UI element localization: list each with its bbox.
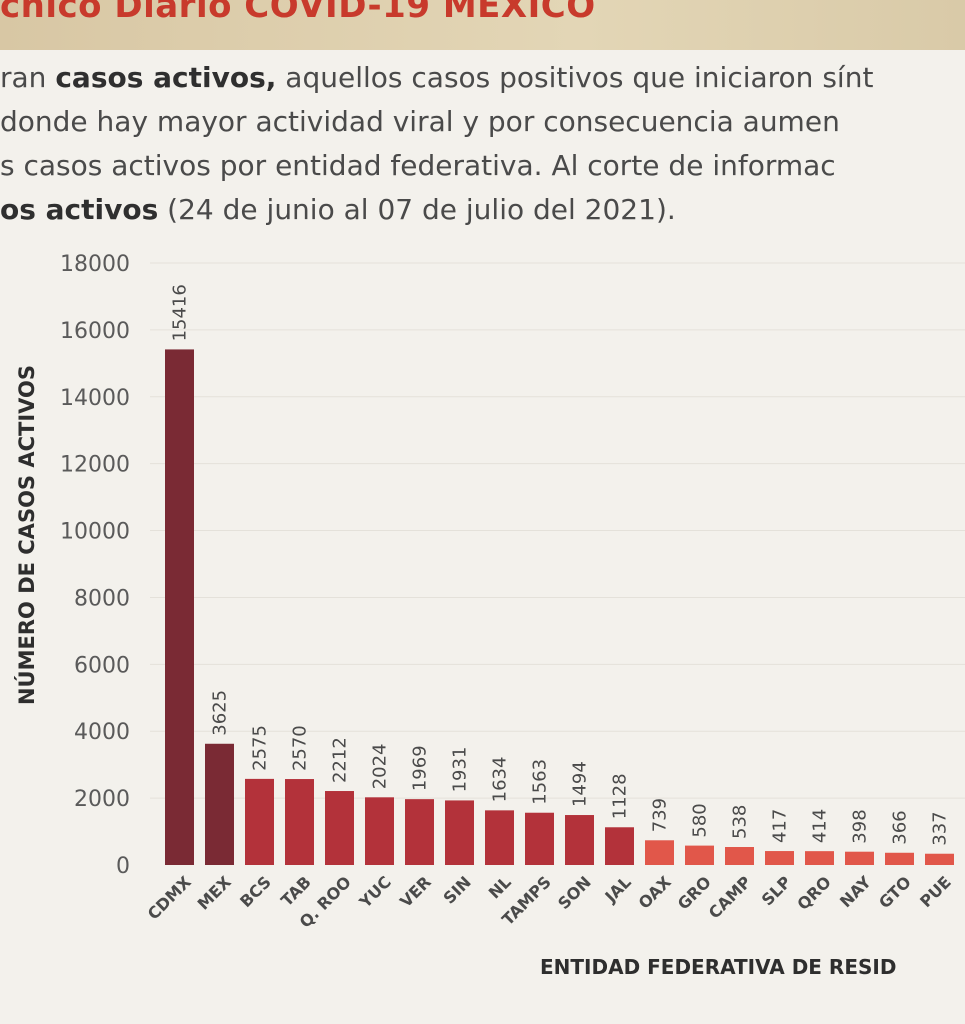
x-tick-label: BCS [236,872,275,911]
banner-title: cnico Diario COVID-19 MEXICO [0,0,596,26]
x-tick-label: VER [396,872,435,911]
bar-camp [725,847,754,865]
intro-line-1-pre: ran [0,61,56,94]
value-label: 1563 [530,759,551,805]
bar-ver [405,799,434,865]
x-tick-label: SON [554,872,595,913]
bar-slp [765,851,794,865]
bar-nl [485,810,514,865]
value-label: 2575 [250,725,271,771]
value-label: 2024 [370,743,391,789]
value-label: 1634 [490,757,511,803]
y-axis-label: NÚMERO DE CASOS ACTIVOS [14,365,39,705]
y-tick-label: 14000 [60,386,130,411]
intro-line-4-post: (24 de junio al 07 de julio del 2021). [158,193,676,226]
value-label: 580 [690,803,711,837]
x-axis-label: ENTIDAD FEDERATIVA DE RESID [540,955,896,979]
y-tick-label: 6000 [74,653,130,678]
x-tick-label: JAL [601,872,635,906]
x-tick-label: PUE [916,872,955,911]
x-tick-label: SLP [758,872,795,909]
value-label: 414 [810,809,831,843]
value-label: 1969 [410,745,431,791]
bar-qroo [325,791,354,865]
intro-line-2: donde hay mayor actividad viral y por co… [0,105,840,138]
y-tick-label: 12000 [60,453,130,478]
intro-line-4-bold: os activos [0,193,159,226]
value-label: 337 [930,811,951,845]
intro-line-1-bold: casos activos, [55,61,277,94]
x-tick-label: NAY [836,872,875,911]
bar-pue [925,853,954,865]
bar-cdmx [165,349,194,866]
y-tick-label: 2000 [74,787,130,812]
value-label: 15416 [170,284,191,341]
x-tick-label: YUC [355,872,395,912]
intro-line-4: os activos (24 de junio al 07 de julio d… [0,188,965,232]
intro-line-1: ran casos activos, aquellos casos positi… [0,56,965,100]
bar-tamps [525,812,554,865]
value-label: 1494 [570,761,591,807]
bars [165,349,954,866]
value-label: 739 [650,798,671,832]
y-tick-label: 16000 [60,319,130,344]
bar-nay [845,851,874,865]
bar-son [565,815,594,865]
value-label: 2570 [290,725,311,771]
x-tick-label: GTO [875,872,915,912]
intro-line-1-post: aquellos casos positivos que iniciaron s… [276,61,874,94]
x-tick-label: SIN [440,872,475,907]
bar-sin [445,800,474,865]
value-label: 2212 [330,737,351,783]
intro-text: ran casos activos, aquellos casos positi… [0,56,965,232]
gridlines [150,262,965,799]
intro-line-3: s casos activos por entidad federativa. … [0,149,836,182]
x-tick-label: NL [485,872,515,902]
x-tick-label: QRO [793,872,834,913]
bar-tab [285,779,314,865]
bar-mex [205,743,234,865]
value-label: 398 [850,809,871,843]
x-tick-label: CAMP [705,872,755,922]
x-tick-label: MEX [194,872,236,914]
bar-gro [685,845,714,865]
x-tick-label: CDMX [144,872,196,924]
value-label: 366 [890,810,911,844]
bar-yuc [365,797,394,865]
y-tick-label: 8000 [74,586,130,611]
value-label: 1931 [450,747,471,793]
y-tick-label: 4000 [74,720,130,745]
value-labels: 15416 3625 2575 2570 2212 2024 1969 1931 1634 156… [170,284,951,846]
value-label: 538 [730,805,751,839]
value-label: 417 [770,809,791,843]
value-label: 1128 [610,773,631,819]
bar-gto [885,852,914,865]
x-tick-label: OAX [635,872,676,913]
header-banner: cnico Diario COVID-19 MEXICO [0,0,965,50]
bar-bcs [245,778,274,865]
y-axis-ticks: 0 2000 4000 6000 8000 10000 12000 14000 16000 180… [60,252,130,879]
y-tick-label: 0 [116,854,130,879]
value-label: 3625 [210,690,231,736]
y-tick-label: 10000 [60,520,130,545]
y-tick-label: 18000 [60,252,130,277]
bar-qro [805,851,834,865]
bar-jal [605,827,634,865]
bar-oax [645,840,674,865]
